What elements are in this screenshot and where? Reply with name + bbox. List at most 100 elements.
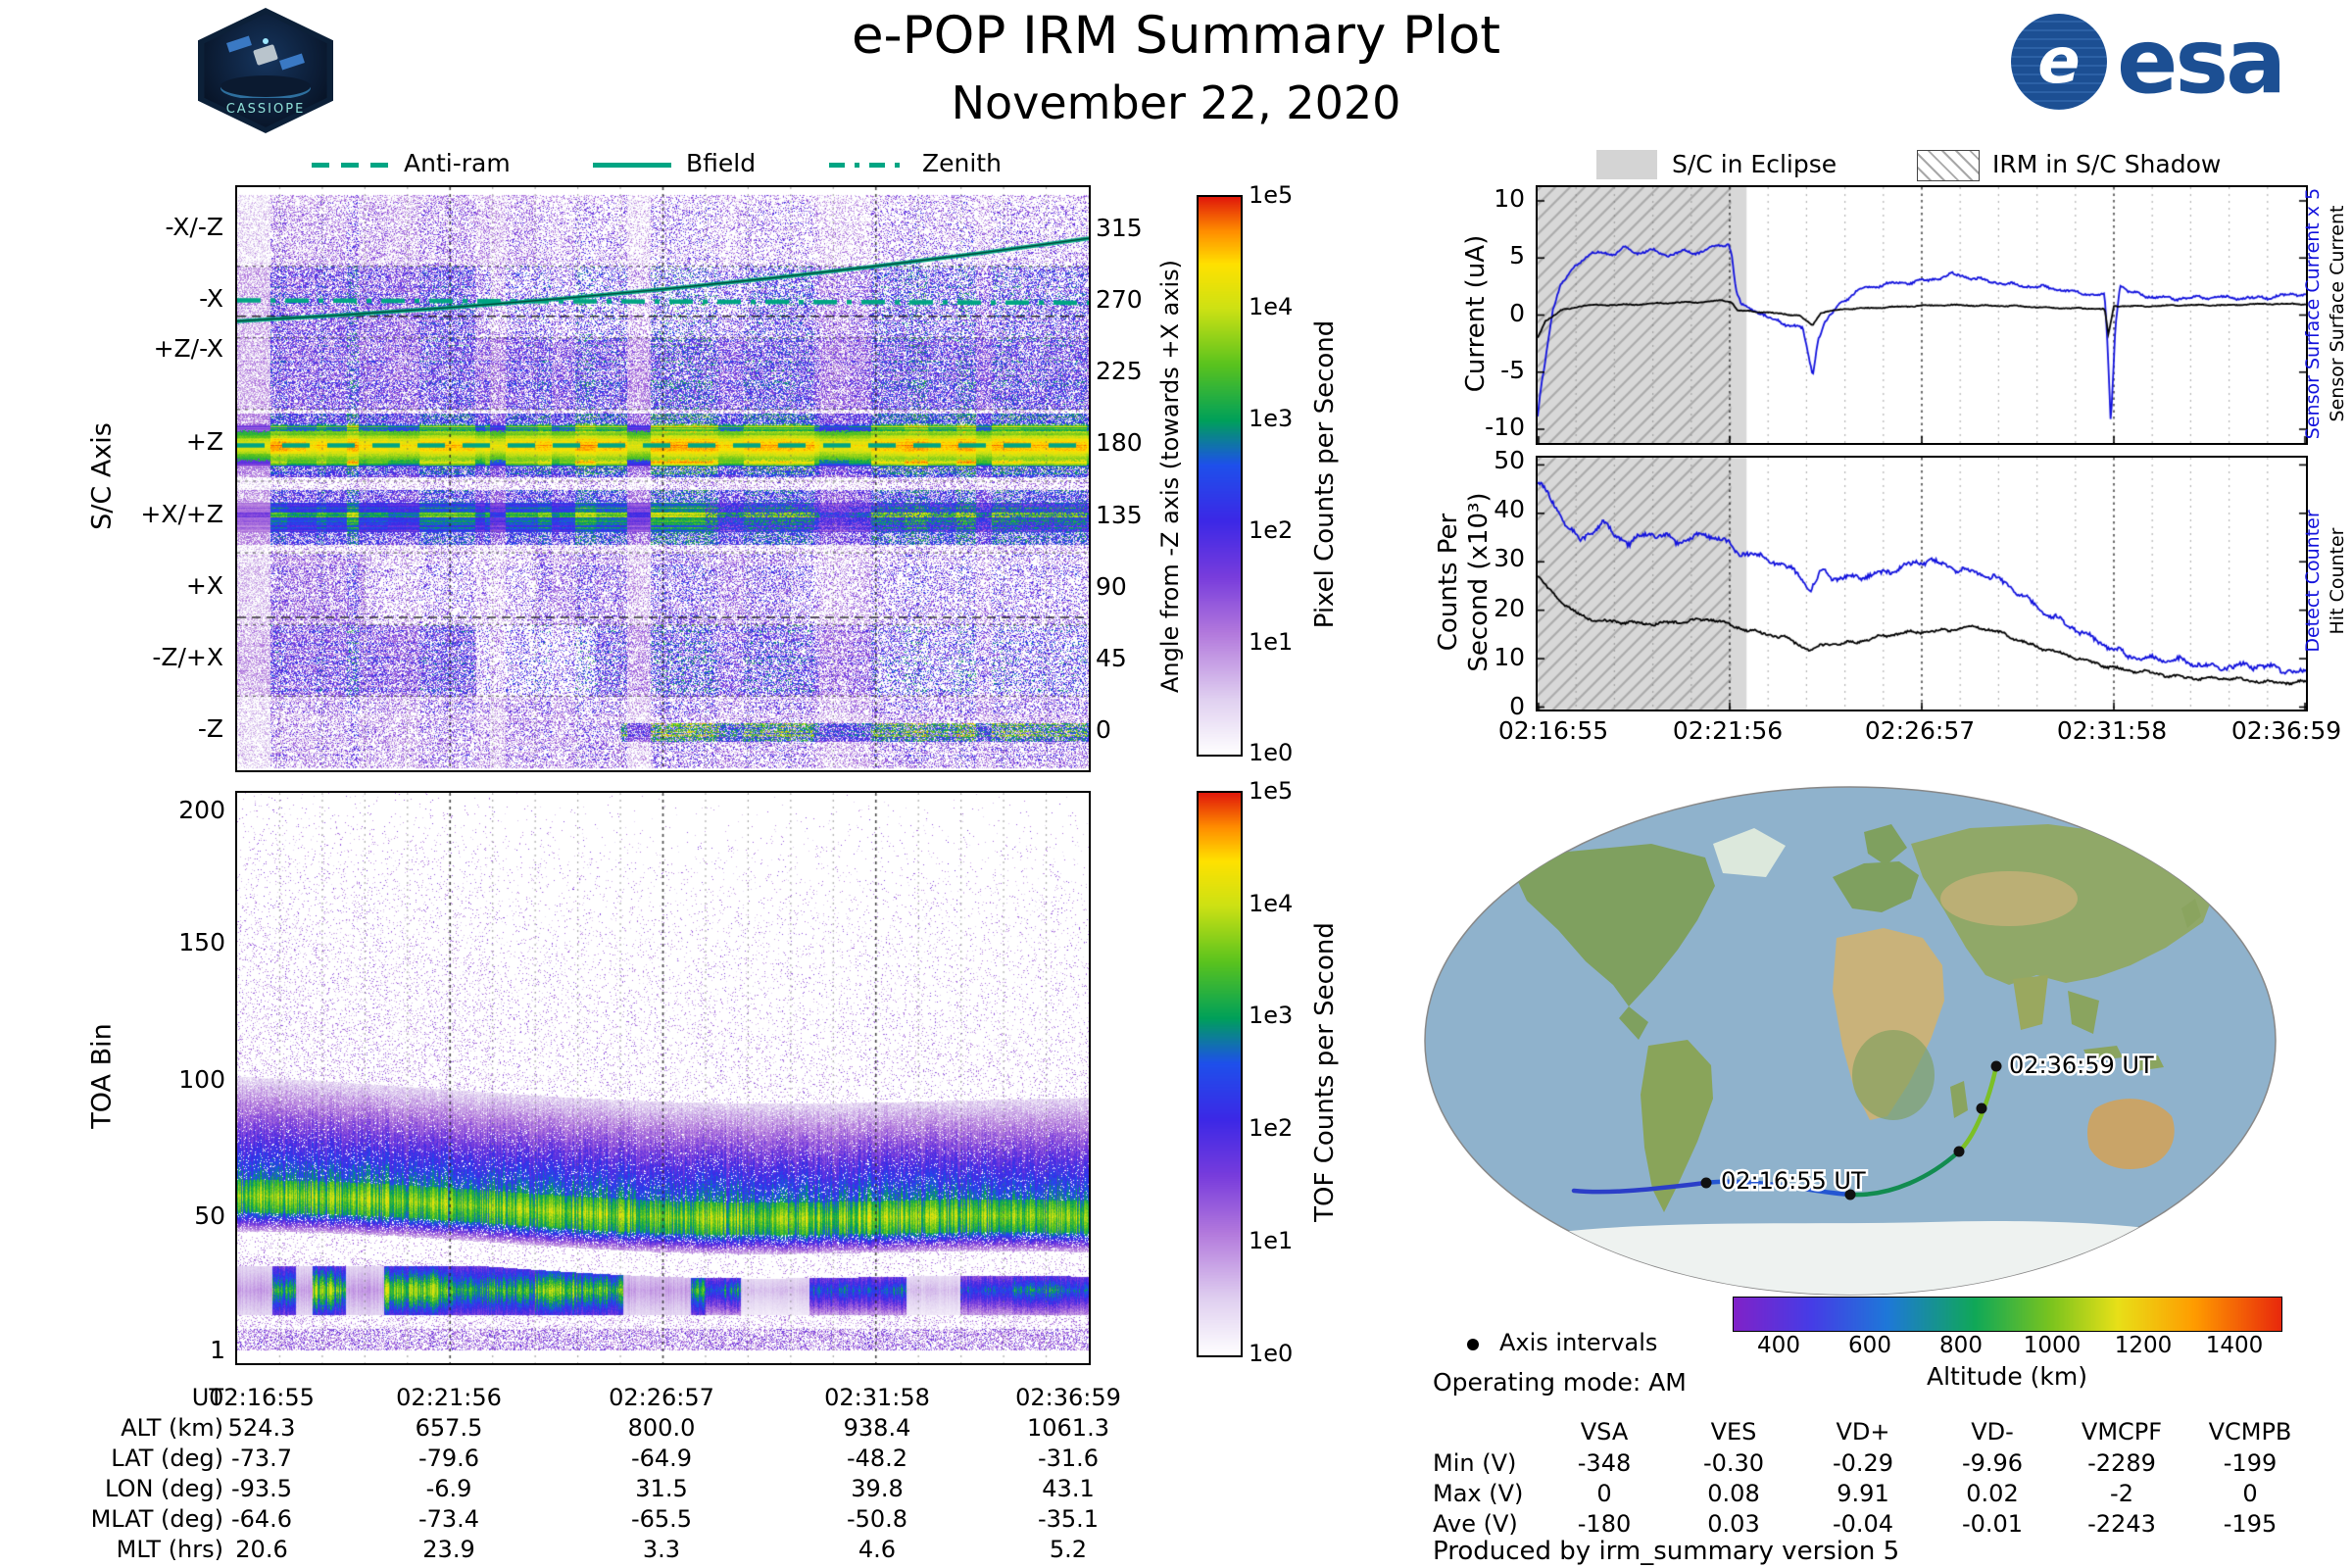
axis-intervals-label: Axis intervals [1499,1329,1658,1356]
detect-counter-label: Detect Counter [2302,510,2324,653]
counts-ytick: 30 [1494,544,1525,572]
current-ytick: 5 [1509,241,1525,270]
legend-bfield-line-sample [593,163,671,168]
pixel-colorbar-tick: 1e2 [1249,516,1294,544]
tof-colorbar-label: TOF Counts per Second [1310,922,1340,1222]
ephemeris-cell: -64.9 [630,1445,693,1472]
voltage-col-header: VSA [1580,1418,1629,1446]
ephemeris-cell: -73.4 [417,1505,480,1533]
voltage-row-label: Ave (V) [1433,1510,1518,1538]
legend-zenith-line-sample [829,163,907,168]
ephemeris-cell: -73.7 [230,1445,293,1472]
legend-zenith-label: Zenith [922,149,1002,177]
right-chart-xtick: 02:21:56 [1672,716,1784,745]
pixel-colorbar-tick: 1e0 [1249,739,1294,766]
legend-eclipse-swatch [1596,150,1657,179]
sc-axis-tick: +Z/-X [153,334,223,363]
altitude-tick: 1200 [2114,1333,2173,1358]
cassiope-badge-text: CASSIOPE [225,102,306,117]
current-ytick: -10 [1485,413,1525,441]
legend-antiram-line-sample [312,163,390,168]
voltage-cell: 0 [1596,1480,1612,1507]
voltage-cell: 9.91 [1837,1480,1889,1507]
ephemeris-cell: -65.5 [630,1505,693,1533]
sc-axis-tick: +X [185,571,223,600]
voltage-cell: -0.30 [1702,1449,1765,1477]
sc-axis-tick: +Z [185,427,223,456]
track-label-end: 02:36:59 UT [2009,1052,2154,1079]
toa-bin-tick: 50 [194,1201,225,1230]
ephemeris-cell: 1061.3 [1027,1414,1109,1442]
voltage-cell: 0 [2242,1480,2258,1507]
legend-antiram-label: Anti-ram [404,149,511,177]
ephemeris-cell: 3.3 [642,1536,681,1563]
ephemeris-cell: -6.9 [425,1475,472,1502]
pixel-colorbar-tick: 1e5 [1249,181,1294,209]
voltage-col-header: VES [1710,1418,1757,1446]
tof-colorbar [1197,791,1243,1357]
voltage-cell: -0.04 [1832,1510,1894,1538]
sc-axis-tick: +X/+Z [140,500,223,528]
toa-spectrogram-canvas [235,791,1091,1365]
voltage-cell: -2289 [2087,1449,2156,1477]
voltage-row-label: Max (V) [1433,1480,1524,1507]
ephemeris-row-label: UT [191,1384,223,1411]
ephemeris-row-label: LAT (deg) [111,1445,223,1472]
ephemeris-row-label: MLT (hrs) [116,1536,223,1563]
ephemeris-cell: -93.5 [230,1475,293,1502]
tof-colorbar-tick: 1e0 [1249,1340,1294,1367]
right-chart-xtick: 02:16:55 [1497,716,1609,745]
voltage-cell: -348 [1577,1449,1632,1477]
voltage-col-header: VD+ [1836,1418,1890,1446]
esa-globe-icon: e [2011,14,2107,110]
voltage-cell: -0.29 [1832,1449,1894,1477]
sc-axis-spectrogram-canvas [235,185,1091,772]
track-point [1976,1102,1987,1114]
angle-axis-tick: 45 [1096,644,1127,672]
right-chart-xtick: 02:31:58 [2056,716,2168,745]
angle-axis-tick: 90 [1096,572,1127,601]
ephemeris-cell: -35.1 [1037,1505,1100,1533]
ephemeris-cell: 02:36:59 [1015,1384,1121,1411]
ephemeris-cell: 524.3 [227,1414,296,1442]
counts-ytick: 40 [1494,495,1525,523]
track-point [1953,1146,1965,1157]
voltage-cell: 0.02 [1966,1480,2019,1507]
cassiope-badge: CASSIOPE [192,8,339,133]
angle-axis-tick: 135 [1096,501,1143,529]
altitude-colorbar-label: Altitude (km) [1927,1362,2087,1391]
right-chart-xtick: 02:26:57 [1864,716,1976,745]
voltage-col-header: VD- [1971,1418,2014,1446]
ephemeris-cell: 02:31:58 [824,1384,930,1411]
angle-axis-tick: 225 [1096,357,1143,385]
current-chart-canvas [1536,185,2308,445]
pixel-colorbar-label: Pixel Counts per Second [1310,319,1340,629]
voltage-cell: -195 [2223,1510,2278,1538]
sensor-current-label: Sensor Surface Current [2327,205,2348,422]
voltage-cell: -180 [1577,1510,1632,1538]
right-chart-xtick: 02:36:59 [2230,716,2342,745]
counts-ytick: 0 [1509,692,1525,720]
tof-colorbar-tick: 1e2 [1249,1114,1294,1142]
toa-bin-tick: 100 [178,1065,225,1094]
tof-colorbar-tick: 1e3 [1249,1002,1294,1029]
altitude-tick: 600 [1848,1333,1891,1358]
counts-ytick: 50 [1494,446,1525,474]
ephemeris-cell: 938.4 [843,1414,911,1442]
ephemeris-cell: 02:16:55 [209,1384,315,1411]
toa-bin-ylabel: TOA Bin [86,1023,118,1129]
current-ytick: -5 [1500,356,1525,384]
sensor-current-x5-label: Sensor Surface Current x 5 [2302,187,2324,440]
current-ytick: 10 [1494,184,1525,213]
page-title: e-POP IRM Summary Plot [851,6,1501,66]
voltage-cell: 0.08 [1707,1480,1760,1507]
voltage-cell: -9.96 [1961,1449,2024,1477]
toa-bin-tick: 200 [178,796,225,824]
track-label-start: 02:16:55 UT [1721,1167,1866,1195]
pixel-colorbar-tick: 1e3 [1249,405,1294,432]
toa-bin-tick: 1 [210,1336,225,1364]
legend-bfield-label: Bfield [686,149,757,177]
operating-mode: Operating mode: AM [1433,1368,1687,1396]
ephemeris-cell: 20.6 [235,1536,288,1563]
ephemeris-cell: 02:26:57 [609,1384,714,1411]
